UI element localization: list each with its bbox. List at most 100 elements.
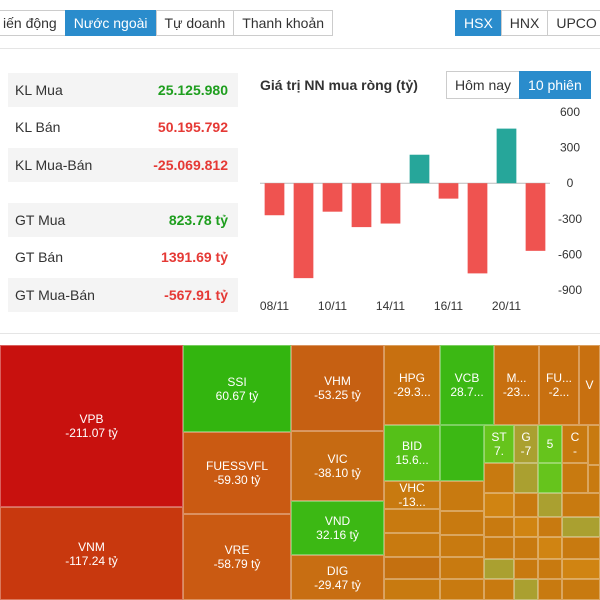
- treemap-tile-small[interactable]: [514, 537, 538, 559]
- treemap-tile-small[interactable]: [440, 557, 484, 579]
- treemap-tile-vhc[interactable]: VHC -13...: [384, 481, 440, 509]
- chart-bar[interactable]: [322, 183, 343, 212]
- section-divider: [0, 333, 600, 334]
- treemap-tile-v[interactable]: V: [579, 345, 600, 425]
- tile-value: -: [573, 444, 577, 458]
- tile-value: -38.10 tỷ: [314, 466, 361, 480]
- tab-thanh-khoan[interactable]: Thanh khoản: [233, 10, 334, 36]
- treemap-tile-vre[interactable]: VRE -58.79 tỷ: [183, 514, 291, 600]
- chart-bar[interactable]: [409, 154, 430, 184]
- stat-value: 1391.69 tỷ: [161, 249, 228, 265]
- treemap-tile-small[interactable]: [562, 559, 600, 579]
- treemap-tile-bid[interactable]: BID 15.6...: [384, 425, 440, 481]
- treemap-tile-vhm[interactable]: VHM -53.25 tỷ: [291, 345, 384, 431]
- treemap-tile-small[interactable]: [514, 517, 538, 537]
- treemap-tile-small[interactable]: [562, 463, 588, 493]
- y-tick-label: 0: [567, 176, 574, 190]
- treemap-tile-small[interactable]: [588, 465, 600, 493]
- tab-hnx[interactable]: HNX: [500, 10, 549, 36]
- chart-bar[interactable]: [496, 128, 517, 184]
- tile-value: -7: [520, 444, 532, 458]
- treemap-tile-hpg[interactable]: HPG -29.3...: [384, 345, 440, 425]
- treemap-tile-fuessvfl[interactable]: FUESSVFL -59.30 tỷ: [183, 432, 291, 514]
- chart-bar[interactable]: [438, 183, 459, 199]
- treemap-tile-small[interactable]: [514, 493, 538, 517]
- stat-kl-ban: KL Bán 50.195.792: [8, 110, 238, 144]
- chart-bar[interactable]: [467, 183, 488, 274]
- treemap-tile-ssi[interactable]: SSI 60.67 tỷ: [183, 345, 291, 432]
- net-buy-chart: 600 300 0 -300 -600 -900 08/11 10/11 14/11 16/11 2…: [260, 105, 582, 313]
- tile-symbol: VHC: [399, 481, 425, 495]
- treemap-tile-small[interactable]: [384, 533, 440, 557]
- tab-10-phien[interactable]: 10 phiên: [519, 71, 591, 99]
- chart-bar[interactable]: [525, 183, 546, 251]
- treemap-tile-st[interactable]: ST 7.: [484, 425, 514, 463]
- treemap-tile-small[interactable]: [588, 425, 600, 465]
- treemap-tile-small[interactable]: [484, 559, 514, 579]
- treemap-tile-m[interactable]: M... -23...: [494, 345, 539, 425]
- tile-value: -211.07 tỷ: [65, 426, 118, 440]
- tile-symbol: DIG: [326, 563, 349, 578]
- treemap-tile-small[interactable]: [562, 493, 600, 517]
- stat-value: -25.069.812: [153, 157, 228, 173]
- treemap-tile-small[interactable]: [538, 579, 562, 600]
- tab-nuoc-ngoai[interactable]: Nước ngoài: [64, 10, 157, 36]
- tile-symbol: FU...: [546, 371, 572, 385]
- tab-hsx[interactable]: HSX: [455, 10, 502, 36]
- stat-kl-mua: KL Mua 25.125.980: [8, 73, 238, 107]
- tile-value: 32.16 tỷ: [316, 528, 359, 542]
- treemap-tile-vpb[interactable]: VPB -211.07 tỷ: [0, 345, 183, 507]
- treemap-tile-small[interactable]: [484, 537, 514, 559]
- treemap-tile-small[interactable]: [440, 511, 484, 535]
- treemap-tile-small[interactable]: [538, 463, 562, 493]
- tab-hom-nay[interactable]: Hôm nay: [446, 71, 521, 99]
- treemap-tile-g[interactable]: G -7: [514, 425, 538, 463]
- chart-bar[interactable]: [293, 183, 314, 279]
- treemap-tile-small[interactable]: [562, 537, 600, 559]
- tile-value: -29.3...: [393, 385, 431, 399]
- chart-bar[interactable]: [264, 183, 285, 216]
- chart-title: Giá trị NN mua ròng (tỷ): [260, 77, 418, 93]
- treemap-tile-small[interactable]: [538, 493, 562, 517]
- treemap-tile-small[interactable]: [514, 559, 538, 579]
- treemap-tile-small[interactable]: [440, 535, 484, 557]
- tab-bien-dong[interactable]: iến động: [0, 10, 66, 36]
- treemap-tile-vcb[interactable]: VCB 28.7...: [440, 345, 494, 425]
- treemap-tile-small[interactable]: [440, 579, 484, 600]
- treemap-tile-small[interactable]: [484, 463, 514, 493]
- treemap-tile-small[interactable]: [538, 559, 562, 579]
- treemap-tile-small[interactable]: [562, 579, 600, 600]
- treemap-tile-dig[interactable]: DIG -29.47 tỷ: [291, 555, 384, 600]
- treemap-tile-small[interactable]: [440, 425, 484, 481]
- chart-bar[interactable]: [380, 183, 401, 224]
- stat-gt-mua: GT Mua 823.78 tỷ: [8, 203, 238, 237]
- treemap-tile-vnm[interactable]: VNM -117.24 tỷ: [0, 507, 183, 600]
- y-tick-label: 300: [560, 141, 580, 155]
- y-tick-label: -600: [558, 247, 582, 261]
- treemap-tile-vnd[interactable]: VND 32.16 tỷ: [291, 501, 384, 555]
- treemap-tile-small[interactable]: [538, 517, 562, 537]
- exchange-tabs: HSX HNX UPCO: [455, 10, 600, 36]
- treemap-tile-5[interactable]: 5: [538, 425, 562, 463]
- tile-symbol: VHM: [324, 374, 351, 388]
- treemap-tile-small[interactable]: [514, 579, 538, 600]
- chart-bar[interactable]: [351, 183, 372, 228]
- treemap-tile-small[interactable]: [484, 517, 514, 537]
- treemap-tile-vic[interactable]: VIC -38.10 tỷ: [291, 431, 384, 501]
- treemap-tile-small[interactable]: [484, 493, 514, 517]
- treemap-tile-small[interactable]: [384, 579, 440, 600]
- treemap-tile-small[interactable]: [440, 481, 484, 511]
- treemap-tile-fu[interactable]: FU... -2...: [539, 345, 579, 425]
- treemap-tile-small[interactable]: [384, 557, 440, 579]
- treemap-tile-c[interactable]: C-: [562, 425, 588, 463]
- tile-value: -23...: [502, 385, 531, 399]
- tab-upcom[interactable]: UPCO: [547, 10, 600, 36]
- tab-tu-doanh[interactable]: Tự doanh: [155, 10, 235, 36]
- treemap-tile-small[interactable]: [538, 537, 562, 559]
- treemap-tile-small[interactable]: [384, 509, 440, 533]
- treemap-tile-small[interactable]: [484, 579, 514, 600]
- stat-value: -567.91 tỷ: [164, 287, 228, 303]
- treemap-tile-small[interactable]: [514, 463, 538, 493]
- stat-value: 50.195.792: [157, 119, 228, 135]
- treemap-tile-small[interactable]: [562, 517, 600, 537]
